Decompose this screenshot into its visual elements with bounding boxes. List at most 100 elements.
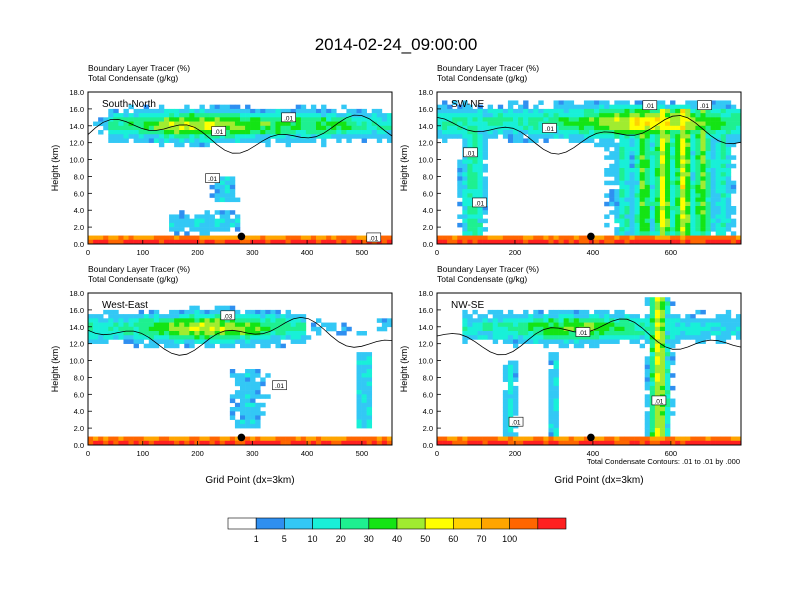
heatmap-cell <box>690 117 696 122</box>
heatmap-cell <box>578 138 585 143</box>
heatmap-cell <box>644 432 651 437</box>
heatmap-cell <box>649 108 656 114</box>
heatmap-cell <box>255 411 261 416</box>
heatmap-cell <box>467 113 473 118</box>
y-tick-label: 14.0 <box>69 122 84 131</box>
heatmap-cell <box>609 339 615 344</box>
heatmap-cell <box>108 138 114 143</box>
heatmap-cell <box>199 239 205 245</box>
heatmap-cell <box>518 331 524 336</box>
heatmap-cell <box>209 436 215 442</box>
heatmap-cell <box>148 436 155 442</box>
heatmap-cell <box>209 117 215 122</box>
heatmap-cell <box>624 172 630 177</box>
heatmap-cell <box>665 364 671 370</box>
heatmap-cell <box>467 314 473 319</box>
heatmap-cell <box>164 108 170 114</box>
heatmap-cell <box>310 440 317 446</box>
heatmap-cell <box>725 113 732 118</box>
heatmap-cell <box>649 356 656 361</box>
heatmap-cell <box>725 121 732 127</box>
heatmap-cell <box>507 104 514 110</box>
heatmap-cell <box>665 423 671 429</box>
heatmap-cell <box>133 314 139 319</box>
heatmap-cell <box>437 436 443 442</box>
heatmap-cell <box>184 108 190 114</box>
heatmap-cell <box>553 385 559 391</box>
heatmap-cell <box>659 432 666 437</box>
heatmap-cell <box>573 117 580 122</box>
heatmap-cell <box>240 335 246 340</box>
x-tick-label: 400 <box>301 248 314 257</box>
heatmap-cell <box>361 108 367 114</box>
heatmap-cell <box>725 206 732 211</box>
heatmap-cell <box>725 172 732 177</box>
heatmap-cell <box>457 193 463 198</box>
heatmap-cell <box>341 130 347 135</box>
heatmap-cell <box>553 440 559 446</box>
heatmap-cell <box>467 159 473 165</box>
heatmap-cell <box>245 394 251 399</box>
heatmap-cell <box>685 193 691 198</box>
heatmap-cell <box>654 440 661 446</box>
heatmap-cell <box>507 373 514 378</box>
heatmap-cell <box>386 121 393 127</box>
heatmap-cell <box>356 108 362 114</box>
heatmap-cell <box>695 159 701 165</box>
heatmap-cell <box>583 100 590 105</box>
heatmap-cell <box>670 184 676 190</box>
heatmap-cell <box>670 155 676 160</box>
heatmap-cell <box>670 440 676 446</box>
heatmap-cell <box>224 305 231 311</box>
heatmap-cell <box>174 142 180 148</box>
heatmap-cell <box>665 407 671 412</box>
heatmap-cell <box>609 193 615 198</box>
heatmap-cell <box>639 146 646 152</box>
heatmap-cell <box>361 377 367 382</box>
heatmap-cell <box>148 138 155 143</box>
heatmap-cell <box>280 322 286 328</box>
heatmap-cell <box>548 390 554 395</box>
heatmap-cell <box>199 214 205 219</box>
heatmap-cell <box>634 113 640 118</box>
heatmap-cell <box>437 125 443 131</box>
heatmap-cell <box>477 159 483 165</box>
heatmap-cell <box>184 335 190 340</box>
panel-title: West-East <box>102 300 148 311</box>
heatmap-cell <box>725 142 732 148</box>
heatmap-cell <box>700 235 706 241</box>
heatmap-cell <box>234 239 241 245</box>
heatmap-cell <box>93 239 99 245</box>
heatmap-cell <box>452 239 458 245</box>
heatmap-cell <box>169 339 175 344</box>
heatmap-cell <box>108 121 114 127</box>
heatmap-cell <box>649 201 656 207</box>
heatmap-cell <box>609 134 615 139</box>
heatmap-cell <box>169 130 175 135</box>
heatmap-cell <box>219 121 226 127</box>
heatmap-cell <box>548 318 554 323</box>
heatmap-cell <box>513 343 519 349</box>
heatmap-cell <box>659 142 666 148</box>
heatmap-cell <box>548 415 554 420</box>
contour-label: .01 <box>700 103 709 110</box>
heatmap-cell <box>720 231 727 236</box>
heatmap-cell <box>614 180 620 186</box>
colorbar-swatch <box>424 517 454 530</box>
heatmap-cell <box>295 104 302 110</box>
heatmap-cell <box>482 155 488 160</box>
heatmap-cell <box>189 331 195 336</box>
heatmap-cell <box>619 184 625 190</box>
heatmap-cell <box>250 411 256 416</box>
heatmap-cell <box>548 436 554 442</box>
heatmap-cell <box>260 117 266 122</box>
heatmap-cell <box>214 335 221 340</box>
heatmap-cell <box>710 318 716 323</box>
heatmap-cell <box>735 239 742 245</box>
heatmap-cell <box>649 184 656 190</box>
heatmap-cell <box>659 314 666 319</box>
heatmap-cell <box>492 335 499 340</box>
heatmap-cell <box>730 130 737 135</box>
x-tick-label: 300 <box>246 248 259 257</box>
heatmap-cell <box>260 113 266 118</box>
